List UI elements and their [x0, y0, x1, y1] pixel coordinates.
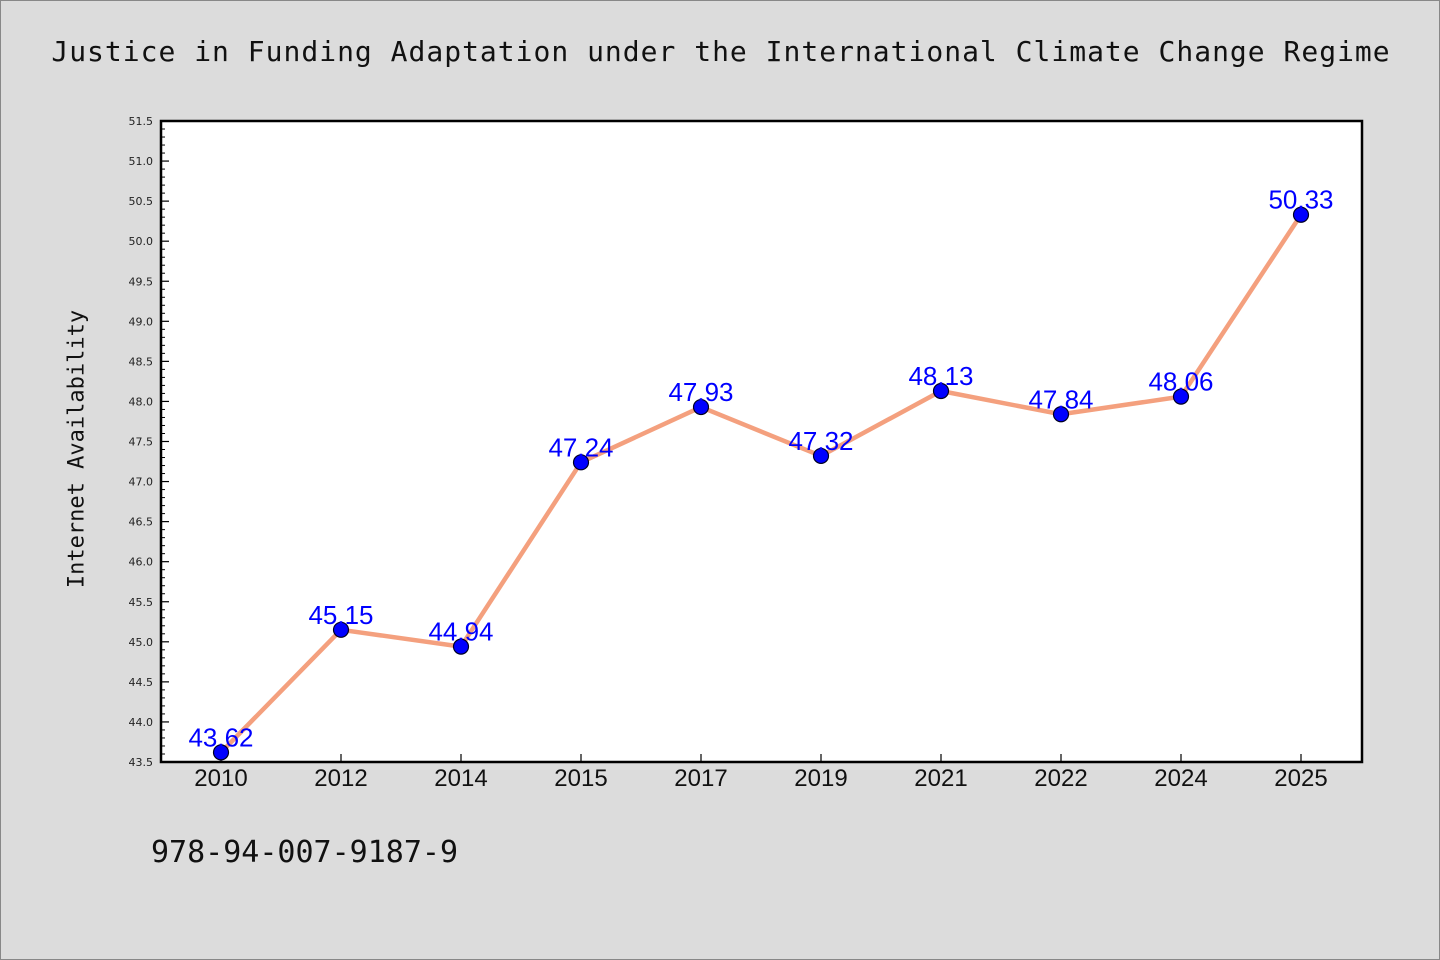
isbn-text: 978-94-007-9187-9	[151, 835, 459, 870]
y-tick-label: 45.5	[129, 596, 154, 609]
y-tick-label: 47.0	[129, 476, 154, 489]
data-point	[212, 744, 230, 761]
y-tick-label: 50.5	[129, 195, 154, 208]
data-label: 47.93	[668, 377, 733, 407]
data-label: 47.24	[548, 432, 613, 462]
y-tick-label: 50.0	[129, 235, 154, 248]
x-tick-label: 2015	[554, 765, 607, 792]
y-tick-label: 51.0	[129, 155, 154, 168]
data-point	[332, 621, 350, 638]
y-tick-label: 48.5	[129, 355, 154, 368]
x-tick-label: 2019	[794, 765, 847, 792]
data-point	[692, 398, 710, 416]
y-tick-label: 49.5	[129, 275, 154, 288]
x-tick-label: 2014	[434, 765, 487, 792]
data-label: 45.15	[308, 600, 373, 630]
data-label: 48.13	[908, 361, 973, 391]
x-tick-label: 2010	[194, 765, 247, 792]
x-tick-label: 2021	[914, 765, 967, 792]
chart-title: Justice in Funding Adaptation under the …	[51, 35, 1391, 68]
series-line	[219, 213, 1303, 754]
x-tick-label: 2022	[1034, 765, 1087, 792]
y-tick-label: 47.5	[129, 436, 154, 449]
data-point	[572, 454, 590, 471]
data-label: 43.62	[188, 722, 253, 752]
data-label: 44.94	[428, 617, 493, 647]
y-tick-label: 46.5	[129, 516, 154, 529]
data-point	[1172, 388, 1190, 405]
x-tick-label: 2012	[314, 765, 367, 792]
y-tick-label: 43.5	[129, 756, 154, 769]
data-label: 50.33	[1268, 185, 1333, 215]
y-tick-label: 45.0	[129, 636, 154, 649]
data-point	[1292, 206, 1310, 223]
data-point	[452, 638, 470, 655]
x-tick-label: 2017	[674, 765, 727, 792]
y-tick-label: 51.5	[129, 115, 154, 128]
y-tick-label: 44.5	[129, 676, 154, 689]
x-tick-label: 2025	[1274, 765, 1327, 792]
data-point	[1052, 406, 1070, 423]
plot-area	[161, 121, 1362, 762]
data-label: 48.06	[1148, 367, 1213, 397]
data-point	[932, 382, 950, 400]
y-tick-label: 46.0	[129, 556, 154, 569]
data-label: 47.84	[1028, 384, 1093, 414]
y-tick-label: 44.0	[129, 716, 154, 729]
data-label: 47.32	[788, 426, 853, 456]
y-tick-label: 49.0	[129, 315, 154, 328]
x-tick-label: 2024	[1154, 765, 1207, 792]
data-point	[812, 447, 830, 465]
plot-frame	[159, 119, 1364, 764]
y-tick-label: 48.0	[129, 395, 154, 408]
